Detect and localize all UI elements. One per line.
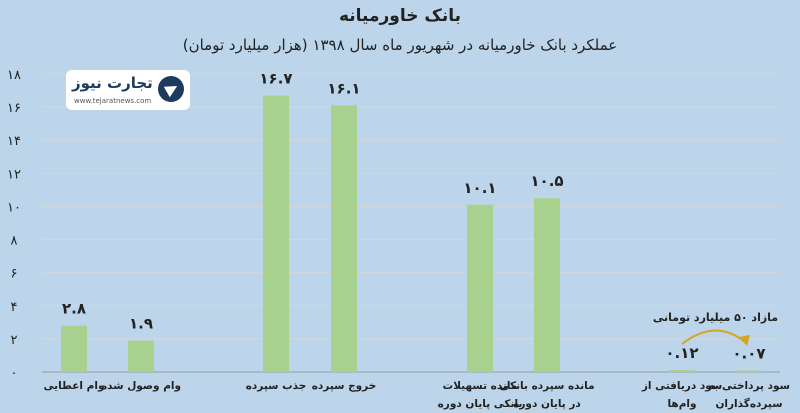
value-label: ۱۶.۷: [259, 70, 292, 88]
annotation-arc: [681, 329, 746, 345]
y-tick-label: ۱۲: [7, 167, 21, 182]
category-label: وام‌ها: [667, 398, 696, 410]
category-label: خروج سپرده: [312, 380, 377, 392]
y-tick-label: ۱۶: [7, 101, 21, 116]
gridlines: [42, 73, 780, 373]
chart-subtitle: عملکرد بانک خاورمیانه در شهریور ماه سال …: [182, 36, 618, 54]
y-tick-label: ۴: [11, 300, 18, 315]
bars: [61, 95, 762, 373]
category-label: سپرده‌گذاران: [715, 397, 782, 410]
y-tick-label: ۲: [11, 333, 18, 348]
annotations: مازاد ۵۰ میلیارد تومانی: [653, 311, 778, 346]
category-label: وام وصول شده: [101, 380, 181, 392]
logo-name: تجارت نیوز: [72, 74, 153, 92]
y-tick-label: ۱۴: [7, 134, 21, 149]
y-tick-label: ۱۰: [7, 200, 21, 215]
bar: [263, 95, 289, 373]
bar: [736, 370, 762, 372]
value-label: ۰.۱۲: [665, 344, 698, 362]
value-label: ۱۶.۱: [327, 79, 360, 97]
value-label: ۱.۹: [129, 315, 153, 333]
y-tick-label: ۶: [11, 267, 18, 282]
logo-url: www.tejaratnews.com: [74, 97, 152, 105]
brand-logo: تجارت نیوز www.tejaratnews.com: [66, 70, 190, 110]
value-label: ۲.۸: [62, 300, 86, 318]
logo-arrow-icon: [158, 76, 184, 102]
value-label: ۰.۰۷: [732, 345, 765, 363]
category-label: سود پرداختی به: [708, 380, 790, 392]
category-label: در پایان دوره: [513, 398, 581, 410]
bar: [669, 370, 695, 372]
category-label: جذب سپرده: [246, 380, 307, 392]
category-label: مانده تسهیلات: [443, 380, 518, 392]
y-axis-ticks: ۰ ۲ ۴ ۶ ۸ ۱۰ ۱۲ ۱۴ ۱۶ ۱۸: [7, 68, 21, 381]
value-labels: ۲.۸ ۱.۹ ۱۶.۷ ۱۶.۱ ۱۰.۱ ۱۰.۵ ۰.۱۲ ۰.۰۷: [62, 70, 766, 363]
annotation-arrowhead: [739, 335, 750, 346]
value-label: ۱۰.۵: [530, 172, 563, 190]
annotation-label: مازاد ۵۰ میلیارد تومانی: [653, 311, 778, 324]
category-label: وام اعطایی: [44, 380, 105, 392]
category-label: سود دریافتی از: [641, 380, 722, 392]
category-label: بانکی پایان دوره: [438, 398, 523, 410]
y-tick-label: ۱۸: [7, 68, 21, 83]
bar: [534, 198, 560, 372]
category-label: مانده سپرده بانکی: [499, 380, 594, 392]
bar: [331, 105, 357, 372]
y-tick-label: ۰: [11, 366, 18, 381]
bar: [61, 325, 87, 372]
value-label: ۱۰.۱: [463, 179, 496, 197]
bar: [128, 340, 154, 372]
y-tick-label: ۸: [11, 234, 18, 249]
chart-title: بانک خاورمیانه: [338, 6, 461, 26]
bar: [467, 204, 493, 372]
